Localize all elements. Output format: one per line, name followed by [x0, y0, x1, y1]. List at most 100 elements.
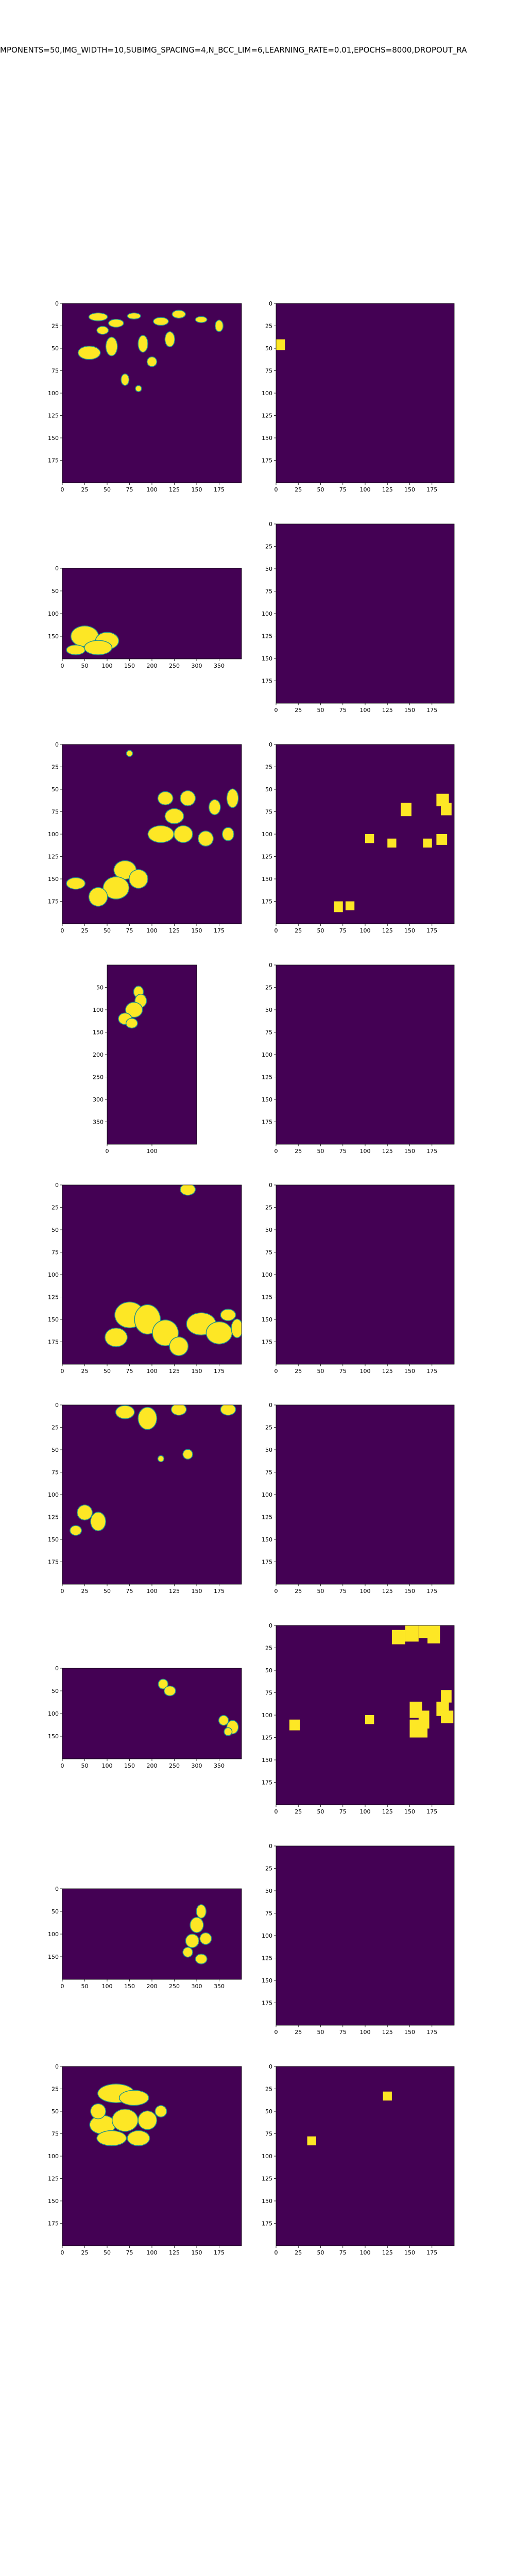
y-tick-label: 0 — [269, 1182, 272, 1189]
y-tick-label: 100 — [48, 1931, 59, 1938]
y-tick-label: 75 — [265, 1910, 272, 1917]
y-tick-label: 50 — [265, 1227, 272, 1233]
x-tick-label: 125 — [169, 486, 180, 493]
blob — [112, 2109, 138, 2131]
y-tick-label: 100 — [48, 2153, 59, 2160]
y-tick-label: 50 — [52, 1227, 59, 1233]
x-tick-label: 50 — [317, 1368, 324, 1375]
x-tick-label: 350 — [214, 1983, 225, 1990]
blob — [165, 809, 183, 824]
x-tick-label: 0 — [61, 663, 64, 669]
y-tick-label: 25 — [52, 2086, 59, 2093]
x-tick-label: 175 — [426, 927, 437, 934]
y-tick-label: 100 — [262, 831, 272, 838]
y-tick-label: 150 — [48, 2198, 59, 2205]
blob — [70, 1526, 81, 1535]
x-tick-label: 175 — [214, 927, 225, 934]
y-tick-label: 0 — [269, 300, 272, 307]
blob — [196, 317, 207, 323]
x-tick-label: 50 — [317, 927, 324, 934]
panel-row7-left: 0 50 100 150 200 250 300 350 0 50 100 150 — [48, 1665, 242, 1769]
y-tick-label: 50 — [265, 1888, 272, 1894]
y-tick-label: 75 — [265, 1249, 272, 1256]
highlight-square — [436, 834, 448, 845]
x-tick-label: 300 — [192, 1762, 202, 1769]
blob — [200, 1933, 211, 1944]
y-tick-label: 25 — [265, 2086, 272, 2093]
panel-row9-right: 0 25 50 75 100 125 150 175 0 25 50 75 100 125 150 175 — [262, 2063, 455, 2256]
highlight-square — [365, 834, 374, 843]
y-tick-label: 25 — [265, 323, 272, 330]
x-tick-label: 25 — [295, 1148, 302, 1155]
y-tick-label: 0 — [55, 565, 59, 572]
x-tick-label: 25 — [81, 2249, 89, 2256]
y-tick-label: 75 — [265, 2131, 272, 2138]
x-tick-label: 75 — [339, 486, 347, 493]
heatmap-background — [107, 965, 197, 1144]
x-tick-label: 25 — [295, 927, 302, 934]
x-tick-label: 175 — [426, 1588, 437, 1595]
blob — [231, 1319, 242, 1337]
heatmap-content — [158, 1679, 239, 1736]
heatmap-content — [334, 793, 452, 912]
x-tick-label: 25 — [295, 1368, 302, 1375]
x-tick-label: 25 — [295, 1808, 302, 1815]
x-tick-label: 100 — [360, 707, 371, 714]
blob — [89, 888, 108, 906]
heatmap-content — [276, 339, 285, 350]
x-tick-label: 200 — [147, 1983, 158, 1990]
panel-row2-right: 0 25 50 75 100 125 150 175 0 25 50 75 100 125 150 175 — [262, 521, 455, 714]
y-tick-label: 25 — [265, 544, 272, 550]
y-tick-label: 75 — [265, 1469, 272, 1476]
y-tick-label: 200 — [93, 1052, 104, 1058]
y-tick-label: 175 — [262, 1119, 272, 1126]
heatmap-content — [89, 2083, 167, 2146]
x-tick-label: 50 — [317, 1588, 324, 1595]
highlight-square — [441, 1710, 454, 1723]
y-tick-label: 125 — [262, 1735, 272, 1741]
y-tick-label: 150 — [48, 1954, 59, 1960]
x-tick-label: 50 — [104, 2249, 111, 2256]
blob — [222, 827, 234, 841]
blob — [84, 640, 112, 655]
y-tick-label: 150 — [48, 1733, 59, 1740]
blob — [165, 332, 175, 347]
blob — [215, 320, 223, 331]
blob — [174, 826, 193, 842]
y-tick-label: 100 — [48, 1272, 59, 1278]
y-tick-label: 50 — [52, 2108, 59, 2115]
x-tick-label: 150 — [404, 1368, 415, 1375]
blob — [128, 313, 141, 319]
heatmap-content — [307, 2091, 392, 2146]
highlight-square — [441, 803, 452, 816]
y-tick-label: 0 — [269, 2063, 272, 2070]
heatmap-background — [276, 1405, 454, 1584]
x-tick-label: 100 — [102, 663, 113, 669]
x-tick-label: 75 — [339, 2249, 347, 2256]
y-tick-label: 175 — [262, 2221, 272, 2227]
x-tick-label: 175 — [426, 1148, 437, 1155]
panel-row4-right: 0 25 50 75 100 125 150 175 0 25 50 75 100 125 150 175 — [262, 962, 455, 1155]
x-tick-label: 0 — [274, 1148, 278, 1155]
y-tick-label: 100 — [48, 1710, 59, 1717]
y-tick-label: 25 — [265, 1425, 272, 1431]
x-tick-label: 75 — [339, 707, 347, 714]
heatmap-content — [66, 625, 119, 655]
y-tick-label: 175 — [262, 899, 272, 905]
y-tick-label: 175 — [262, 1339, 272, 1346]
heatmap-background — [276, 303, 454, 483]
x-tick-label: 175 — [426, 2029, 437, 2036]
panel-row5-right: 0 25 50 75 100 125 150 175 0 25 50 75 100 125 150 175 — [262, 1182, 455, 1375]
y-tick-label: 25 — [265, 1205, 272, 1211]
y-tick-label: 75 — [265, 1690, 272, 1697]
x-tick-label: 100 — [360, 1808, 371, 1815]
y-tick-label: 175 — [262, 457, 272, 464]
x-tick-label: 50 — [81, 663, 89, 669]
y-tick-label: 75 — [265, 588, 272, 595]
blob — [186, 1934, 199, 1947]
x-tick-label: 100 — [147, 486, 158, 493]
y-tick-label: 150 — [262, 1316, 272, 1323]
y-tick-label: 50 — [52, 588, 59, 595]
panel-row5-left: 0 25 50 75 100 125 150 175 0 25 50 75 100 125 150 175 — [48, 1182, 242, 1375]
y-tick-label: 125 — [262, 854, 272, 860]
